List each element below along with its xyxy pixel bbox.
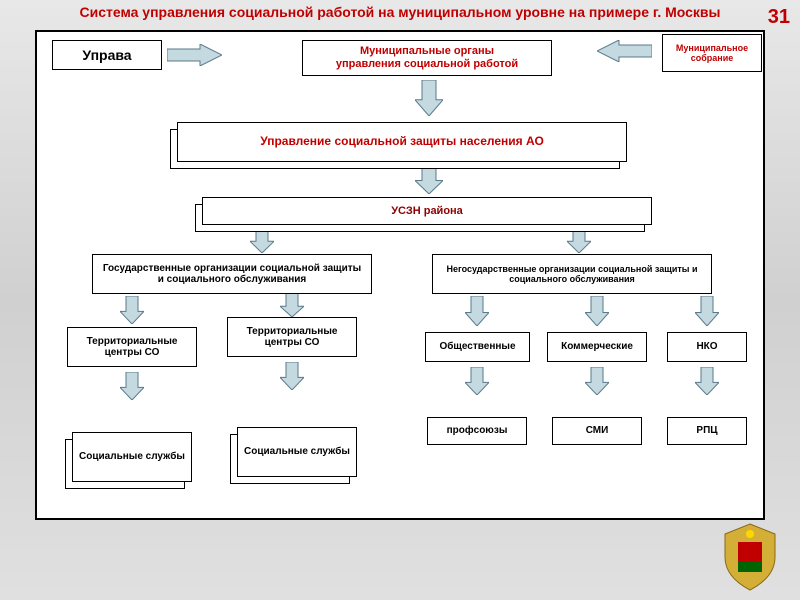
page-title: Система управления социальной работой на…	[0, 0, 800, 22]
arrow-down-12	[280, 362, 304, 395]
box-terr1: Территориальные центры СО	[67, 327, 197, 367]
arrow-down-2	[415, 80, 443, 121]
box-uprava: Управа	[52, 40, 162, 70]
box-nko: НКО	[667, 332, 747, 362]
box-smi: СМИ	[552, 417, 642, 445]
box-komm: Коммерческие	[547, 332, 647, 362]
box-terr2: Территориальные центры СО	[227, 317, 357, 357]
box-mun_org-line2: управления социальной работой	[336, 58, 518, 71]
box-rpc: РПЦ	[667, 417, 747, 445]
box-soc1: Социальные службы	[72, 432, 192, 482]
box-mun_sobranie: Муниципальное собрание	[662, 34, 762, 72]
arrow-down-10	[695, 296, 719, 331]
arrow-left-1	[597, 40, 652, 67]
arrow-down-13	[465, 367, 489, 400]
arrow-right-0	[167, 44, 222, 71]
arrow-down-14	[585, 367, 609, 400]
arrow-down-11	[120, 372, 144, 405]
arrow-down-8	[465, 296, 489, 331]
box-gos_org: Государственные организации социальной з…	[92, 254, 372, 294]
box-negos_org: Негосударственные организации социальной…	[432, 254, 712, 294]
diagram-frame: Управа Муниципальное собрание Муниципальны…	[35, 30, 765, 520]
arrow-down-15	[695, 367, 719, 400]
arrow-down-6	[120, 296, 144, 329]
box-soc2: Социальные службы	[237, 427, 357, 477]
box-uszn_raion: УСЗН района	[202, 197, 652, 225]
arrow-down-9	[585, 296, 609, 331]
box-uszn_ao: Управление социальной защиты населения А…	[177, 122, 627, 162]
arrow-down-3	[415, 164, 443, 199]
box-mun_org: Муниципальные органыуправления социально…	[302, 40, 552, 76]
box-obsh: Общественные	[425, 332, 530, 362]
box-prof: профсоюзы	[427, 417, 527, 445]
emblem-icon	[720, 522, 780, 592]
box-mun_org-line1: Муниципальные органы	[336, 45, 518, 58]
page-number: 31	[768, 6, 790, 29]
